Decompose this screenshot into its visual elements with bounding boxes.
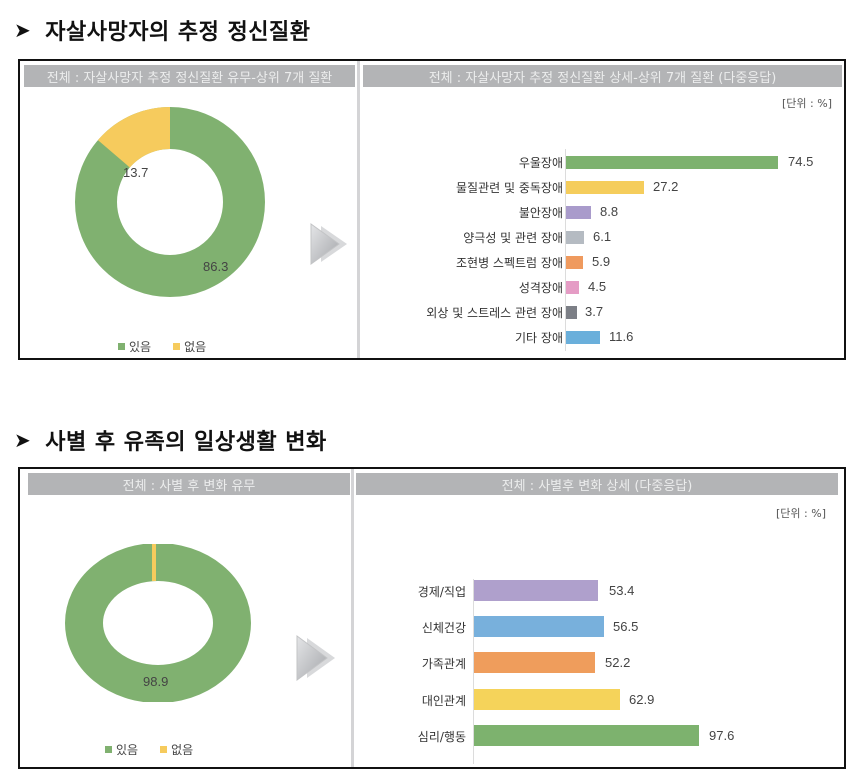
bar-label: 물질관련 및 중독장애 [456, 181, 563, 195]
bar-value: 56.5 [613, 619, 639, 634]
bar-axis [565, 149, 566, 351]
legend-swatch-yes [118, 343, 125, 350]
bar-label: 경제/직업 [417, 585, 466, 599]
panel-divider [357, 61, 360, 358]
right-chart-header: 전체 : 사별후 변화 상세 (다중응답) [356, 473, 838, 495]
bar [566, 281, 579, 294]
bar-value: 97.6 [709, 728, 735, 743]
double-chevron-right-icon [309, 222, 353, 270]
bar-value: 6.1 [593, 229, 612, 244]
arrow-bullet-icon: ➤ [14, 428, 32, 452]
bar-label: 우울장애 [518, 156, 563, 170]
section-title-daily-life-change: ➤ 사별 후 유족의 일상생활 변화 [14, 424, 327, 456]
bar-value: 74.5 [788, 154, 814, 169]
bar [566, 231, 584, 244]
donut-legend: 있음 없음 [118, 338, 206, 355]
section-title-text: 사별 후 유족의 일상생활 변화 [45, 430, 327, 455]
bar-label: 가족관계 [421, 657, 466, 671]
bar-label: 불안장애 [518, 206, 563, 220]
bar-axis [473, 579, 474, 764]
legend-item-no: 없음 [160, 741, 193, 758]
bar-value: 27.2 [653, 179, 679, 194]
legend-item-no: 없음 [173, 338, 206, 355]
bar-label: 성격장애 [518, 281, 563, 295]
bar-value: 8.8 [600, 204, 619, 219]
bar-label: 심리/행동 [417, 730, 466, 744]
legend-swatch-no [173, 343, 181, 350]
bar [566, 331, 600, 344]
bar-label: 조현병 스펙트럼 장애 [456, 256, 563, 270]
bar [474, 689, 620, 710]
bar-value: 3.7 [585, 304, 604, 319]
donut-chart-svg [65, 543, 251, 703]
donut-label-yes: 86.3 [203, 259, 229, 274]
legend-item-yes: 있음 [105, 741, 138, 758]
legend-swatch-yes [105, 746, 112, 753]
donut-legend: 있음 없음 [105, 741, 193, 758]
bar-label: 양극성 및 관련 장애 [463, 231, 563, 245]
left-chart-header: 전체 : 사별 후 변화 유무 [28, 473, 350, 495]
donut-label-yes: 98.9 [143, 674, 169, 689]
bar-label: 대인관계 [421, 694, 466, 708]
bar-label: 외상 및 스트레스 관련 장애 [426, 306, 563, 320]
bar [474, 580, 598, 601]
double-chevron-right-icon [295, 634, 339, 686]
donut-segment-no [75, 107, 265, 297]
section-title-mental-illness: ➤ 자살사망자의 추정 정신질환 [14, 14, 310, 46]
legend-item-yes: 있음 [118, 338, 151, 355]
bar-value: 4.5 [588, 279, 607, 294]
donut-chart-svg [75, 107, 265, 297]
bar [474, 725, 699, 746]
bar-value: 5.9 [592, 254, 611, 269]
bar [566, 156, 778, 169]
left-chart-header: 전체 : 자살사망자 추정 정신질환 유무-상위 7개 질환 [24, 65, 355, 87]
bar-value: 11.6 [609, 329, 634, 344]
legend-swatch-no [160, 746, 168, 753]
donut-segment-no [152, 544, 156, 581]
bar [566, 181, 644, 194]
bar-value: 53.4 [609, 583, 635, 598]
donut-segment-yes [65, 543, 251, 703]
bar-value: 52.2 [605, 655, 631, 670]
bar [566, 206, 591, 219]
unit-label: [단위 : %] [782, 97, 832, 110]
chart-panel-daily-life-change: 전체 : 사별 후 변화 유무 전체 : 사별후 변화 상세 (다중응답) [단… [18, 467, 846, 769]
unit-label: [단위 : %] [776, 507, 826, 520]
bar-value: 62.9 [629, 692, 655, 707]
bar [474, 652, 595, 673]
bar [566, 306, 577, 319]
bar-label: 신체건강 [421, 621, 466, 635]
chart-panel-mental-illness: 전체 : 자살사망자 추정 정신질환 유무-상위 7개 질환 전체 : 자살사망… [18, 59, 846, 360]
section-title-text: 자살사망자의 추정 정신질환 [45, 20, 311, 45]
bar [566, 256, 583, 269]
right-chart-header: 전체 : 자살사망자 추정 정신질환 상세-상위 7개 질환 (다중응답) [363, 65, 842, 87]
donut-label-no: 13.7 [123, 165, 149, 180]
donut-chart-presence: 98.9 [63, 543, 253, 703]
donut-chart-presence: 13.7 86.3 [75, 107, 265, 297]
bar [474, 616, 604, 637]
panel-divider [351, 469, 354, 767]
arrow-bullet-icon: ➤ [14, 18, 32, 42]
bar-label: 기타 장애 [515, 331, 563, 345]
